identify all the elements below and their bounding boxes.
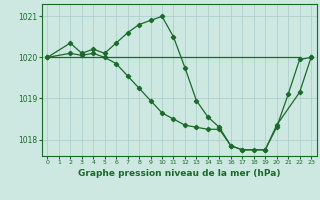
X-axis label: Graphe pression niveau de la mer (hPa): Graphe pression niveau de la mer (hPa): [78, 169, 280, 178]
